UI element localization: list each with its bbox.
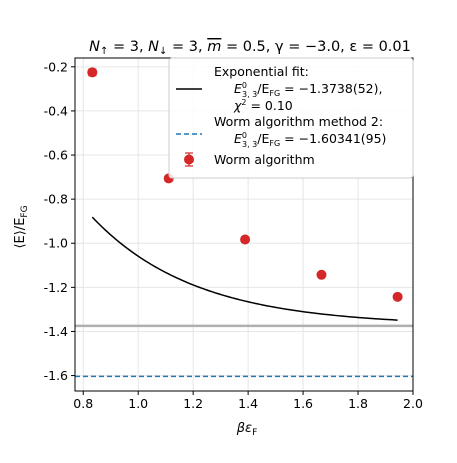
fit-error-band <box>75 324 413 328</box>
legend-fit-label: Exponential fit: <box>214 64 309 79</box>
y-tick-label: -1.0 <box>44 236 68 251</box>
legend-method2-value: E0 3, 3/EFG = −1.60341(95) <box>234 131 386 149</box>
legend-fit-chi2: χ2 = 0.10 <box>233 98 293 113</box>
y-tick-label: -0.8 <box>44 192 68 207</box>
x-tick-label: 0.8 <box>73 396 93 411</box>
legend-box <box>168 57 414 179</box>
data-point <box>87 67 98 78</box>
legend-worm-swatch <box>184 152 194 167</box>
chart-title: N↑ = 3, N↓ = 3, m = 0.5, γ = −3.0, ε = 0… <box>89 39 411 57</box>
fit-band-layer <box>75 324 413 328</box>
x-tick-label: 1.4 <box>238 396 258 411</box>
data-point <box>392 291 403 302</box>
data-point <box>240 234 251 245</box>
x-tick-label: 1.0 <box>128 396 148 411</box>
point-marker <box>316 269 327 280</box>
y-tick-label: -0.2 <box>44 59 68 74</box>
y-tick-label: -1.2 <box>44 280 68 295</box>
legend-method2-label: Worm algorithm method 2: <box>214 114 383 129</box>
x-axis-label: βεF <box>236 421 258 438</box>
y-axis-label: ⟨E⟩/EFG <box>13 205 30 248</box>
data-points-layer <box>87 67 403 302</box>
legend-fit-value: E0 3, 3/EFG = −1.3738(52), <box>234 81 382 99</box>
fit-curve-layer <box>91 216 398 321</box>
data-point <box>316 269 327 280</box>
x-tick-label: 1.6 <box>293 396 313 411</box>
point-marker <box>392 291 403 302</box>
y-tick-label: -1.6 <box>44 368 68 383</box>
x-tick-label: 1.2 <box>183 396 203 411</box>
y-tick-label: -0.6 <box>44 148 68 163</box>
point-marker <box>240 234 251 245</box>
y-tick-label: -1.4 <box>44 324 68 339</box>
legend-worm-label: Worm algorithm <box>214 152 315 167</box>
x-ticks: 0.8 1.0 1.2 1.4 1.6 1.8 2.0 <box>73 391 423 411</box>
x-tick-label: 1.8 <box>348 396 368 411</box>
y-tick-label: -0.4 <box>44 103 68 118</box>
fit-curve <box>91 216 398 321</box>
legend: Exponential fit: E0 3, 3/EFG = −1.3738(52… <box>168 57 414 179</box>
point-marker <box>87 67 98 78</box>
x-tick-label: 2.0 <box>403 396 423 411</box>
y-ticks: -1.6 -1.4 -1.2 -1.0 -0.8 -0.6 -0.4 -0.2 <box>44 59 75 383</box>
